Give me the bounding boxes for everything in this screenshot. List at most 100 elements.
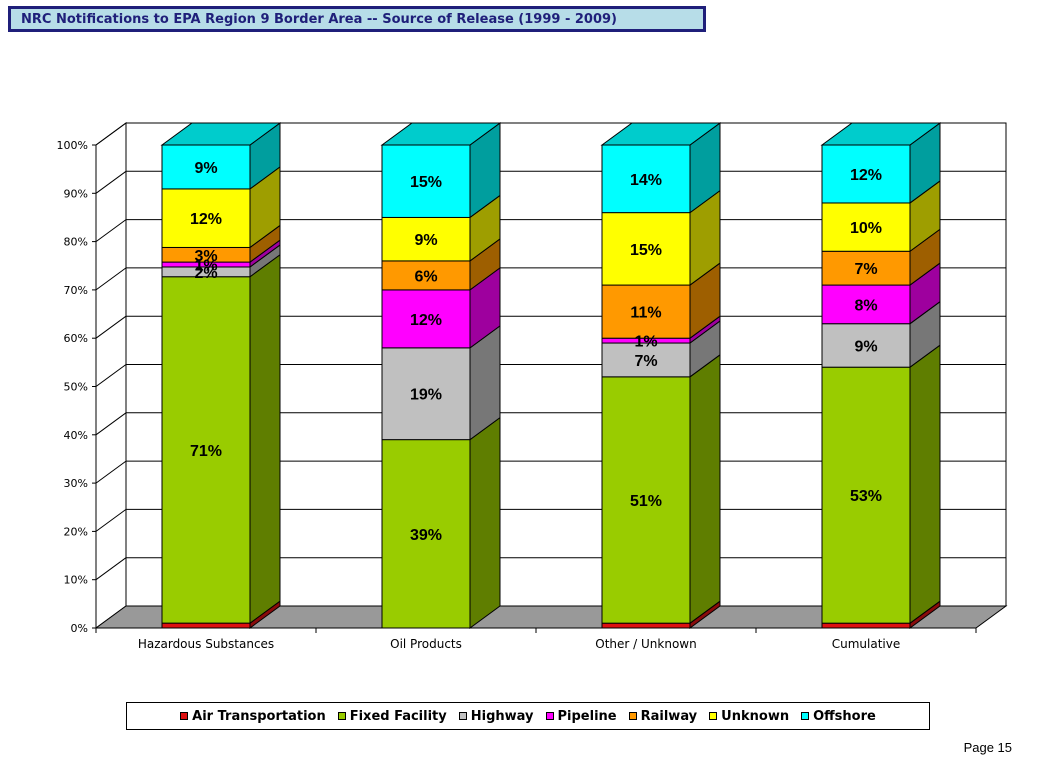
legend-swatch bbox=[628, 712, 637, 720]
legend-item: Pipeline bbox=[545, 708, 617, 724]
bar-segment bbox=[381, 439, 471, 629]
legend-item: Highway bbox=[458, 708, 534, 724]
y-tick-label: 20% bbox=[64, 525, 88, 538]
y-tick-label: 0% bbox=[71, 622, 88, 635]
gridline-side bbox=[95, 508, 127, 532]
bar-segment-side bbox=[689, 353, 721, 625]
data-label: 7% bbox=[854, 261, 877, 278]
gridline-side bbox=[95, 557, 127, 581]
bar-top bbox=[380, 122, 502, 146]
gridline-side bbox=[95, 364, 127, 387]
data-label: 9% bbox=[414, 232, 437, 249]
data-label: 15% bbox=[410, 174, 442, 191]
y-tick-label: 80% bbox=[64, 236, 88, 249]
bar-segment bbox=[821, 250, 911, 286]
bar-segment bbox=[381, 216, 471, 262]
legend-swatch bbox=[458, 712, 467, 720]
bar-segment bbox=[161, 622, 251, 629]
gridline-side bbox=[95, 412, 127, 436]
y-tick-label: 70% bbox=[64, 284, 88, 297]
y-tick-label: 40% bbox=[64, 429, 88, 442]
legend-label: Offshore bbox=[813, 708, 876, 724]
data-label: 19% bbox=[410, 387, 442, 404]
y-tick-label: 100% bbox=[57, 139, 88, 152]
bar-segment-side bbox=[469, 416, 501, 629]
bar-segment bbox=[161, 144, 251, 190]
x-tick-label: Cumulative bbox=[832, 637, 901, 651]
bar-segment bbox=[821, 622, 911, 629]
data-label: 6% bbox=[414, 268, 437, 285]
legend-item: Offshore bbox=[801, 709, 876, 724]
legend-swatch bbox=[709, 712, 718, 720]
bar-segment bbox=[161, 276, 251, 624]
y-tick-label: 50% bbox=[64, 381, 88, 394]
y-tick-label: 30% bbox=[64, 477, 88, 490]
legend-item: Fixed Facility bbox=[337, 708, 447, 724]
bar-segment bbox=[601, 284, 691, 339]
data-label: 39% bbox=[410, 527, 442, 544]
legend-label: Railway bbox=[640, 708, 698, 724]
x-tick-label: Hazardous Substances bbox=[138, 637, 274, 651]
bar-segment bbox=[601, 342, 691, 378]
bar-segment bbox=[381, 260, 471, 291]
legend-label: Unknown bbox=[721, 708, 790, 724]
legend-item: Unknown bbox=[709, 709, 789, 724]
bar-segment bbox=[821, 323, 911, 368]
bar-segment bbox=[821, 202, 911, 252]
bar-top bbox=[160, 122, 282, 146]
data-label: 7% bbox=[634, 353, 657, 370]
bar-segment bbox=[381, 347, 471, 441]
data-label: 3% bbox=[194, 248, 217, 265]
gridline-side bbox=[95, 219, 127, 243]
data-label: 2% bbox=[194, 265, 217, 282]
legend-label: Air Transportation bbox=[192, 708, 326, 724]
legend-label: Pipeline bbox=[557, 708, 617, 724]
x-tick-label: Oil Products bbox=[390, 637, 462, 651]
bar-top bbox=[820, 122, 942, 146]
x-tick-label: Other / Unknown bbox=[595, 637, 696, 651]
legend-swatch bbox=[801, 712, 810, 720]
data-label: 12% bbox=[190, 211, 222, 228]
data-label: 1% bbox=[634, 334, 657, 351]
chart-title-box: NRC Notifications to EPA Region 9 Border… bbox=[8, 6, 706, 32]
gridline-side bbox=[95, 315, 127, 339]
legend-item: Railway bbox=[628, 708, 698, 724]
bar-segment-side bbox=[909, 344, 941, 625]
data-label: 11% bbox=[630, 305, 661, 322]
bar-segment-side bbox=[249, 253, 281, 625]
data-label: 15% bbox=[630, 242, 662, 259]
gridline-side bbox=[95, 170, 127, 194]
bar-segment bbox=[821, 366, 911, 624]
chart-title: NRC Notifications to EPA Region 9 Border… bbox=[21, 11, 618, 27]
y-tick-label: 10% bbox=[64, 574, 88, 587]
bar-segment bbox=[601, 212, 691, 286]
data-label: 71% bbox=[190, 443, 222, 460]
legend-item: Air Transportation bbox=[180, 709, 326, 724]
bar-segment bbox=[161, 188, 251, 248]
chart-legend: Air Transportation Fixed Facility Highway P… bbox=[126, 702, 930, 730]
bar-segment bbox=[821, 144, 911, 204]
data-label: 9% bbox=[194, 160, 217, 177]
legend-label: Fixed Facility bbox=[349, 708, 447, 724]
legend-label: Highway bbox=[470, 708, 534, 724]
data-label: 12% bbox=[850, 167, 882, 184]
data-label: 9% bbox=[854, 338, 877, 355]
y-tick-label: 60% bbox=[64, 332, 88, 345]
data-label: 1% bbox=[194, 258, 217, 275]
bar-top bbox=[600, 122, 722, 146]
legend-swatch bbox=[180, 712, 189, 720]
stacked-bar-chart: 0% 10% 20% 30% 40% 50% 60% 70% 80% 90% 100% Hazardo… bbox=[57, 122, 1008, 651]
gridline-side bbox=[95, 122, 127, 146]
legend-swatch bbox=[545, 712, 554, 720]
data-label: 10% bbox=[850, 220, 882, 237]
data-label: 14% bbox=[630, 172, 662, 189]
bar-segment bbox=[601, 376, 691, 624]
y-tick-label: 90% bbox=[64, 187, 88, 200]
data-label: 51% bbox=[630, 493, 662, 510]
bar-segment bbox=[601, 622, 691, 629]
data-label: 8% bbox=[854, 297, 877, 314]
legend-swatch bbox=[337, 712, 346, 720]
gridline-side bbox=[95, 460, 127, 484]
page-number: Page 15 bbox=[963, 740, 1012, 755]
data-label: 53% bbox=[850, 488, 882, 505]
